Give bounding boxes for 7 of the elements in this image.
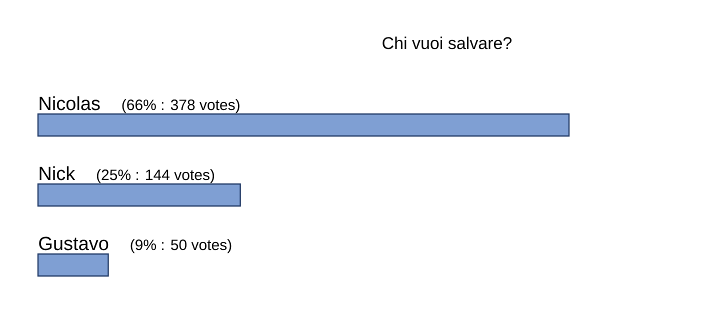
y-tick-label: Nicolas [40, 96, 100, 110]
chart-title: Chi vuoi salvare? [382, 36, 512, 50]
data-label: (25% : 144 votes) [96, 169, 214, 184]
data-label: (9% : 50 votes) [130, 239, 232, 254]
data-label: (66% : 378 votes) [122, 99, 240, 114]
y-tick-label: Nick [40, 166, 76, 180]
y-tick-label: Gustavo [39, 236, 108, 250]
